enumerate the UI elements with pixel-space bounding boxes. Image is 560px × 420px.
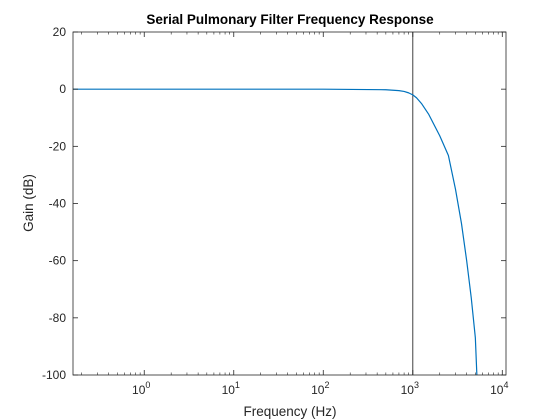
y-tick-label: -40 bbox=[49, 197, 67, 211]
plot-area bbox=[73, 32, 506, 375]
x-tick-label: 100 bbox=[132, 380, 150, 397]
tick-label-layer: 20 0 -20 -40 -60 -80 -100 100 101 102 103 104 bbox=[42, 25, 509, 397]
tick-layer bbox=[73, 31, 506, 376]
series-line bbox=[73, 88, 478, 376]
y-tick-label: 20 bbox=[53, 25, 67, 39]
x-tick-label: 101 bbox=[222, 380, 240, 397]
x-tick-label: 102 bbox=[311, 380, 329, 397]
y-tick-label: -80 bbox=[49, 311, 67, 325]
y-axis-label: Gain (dB) bbox=[21, 174, 36, 232]
y-tick-label: -20 bbox=[49, 139, 67, 153]
chart-title: Serial Pulmonary Filter Frequency Respon… bbox=[146, 12, 434, 27]
x-axis-label: Frequency (Hz) bbox=[243, 404, 336, 419]
y-tick-label: -60 bbox=[49, 254, 67, 268]
x-tick-label: 103 bbox=[401, 380, 419, 397]
y-tick-label: -100 bbox=[42, 368, 66, 382]
x-tick-label: 104 bbox=[490, 380, 508, 397]
y-tick-label: 0 bbox=[59, 82, 66, 96]
series-layer bbox=[73, 88, 478, 376]
